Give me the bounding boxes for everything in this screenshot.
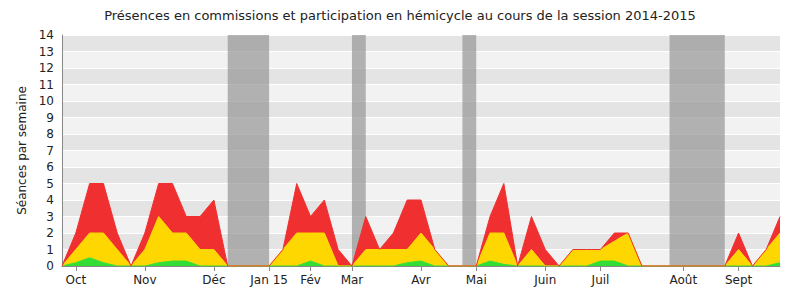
svg-text:0: 0 bbox=[46, 259, 54, 273]
svg-text:Oct: Oct bbox=[65, 273, 86, 287]
svg-text:Fév: Fév bbox=[300, 273, 321, 287]
svg-text:6: 6 bbox=[46, 160, 54, 174]
svg-text:3: 3 bbox=[46, 210, 54, 224]
svg-text:4: 4 bbox=[46, 193, 54, 207]
svg-text:Sept: Sept bbox=[725, 273, 753, 287]
svg-text:10: 10 bbox=[39, 94, 54, 108]
svg-text:Nov: Nov bbox=[133, 273, 156, 287]
svg-text:11: 11 bbox=[39, 78, 54, 92]
svg-text:7: 7 bbox=[46, 144, 54, 158]
svg-text:Août: Août bbox=[670, 273, 698, 287]
svg-text:Séances par semaine: Séances par semaine bbox=[15, 86, 29, 215]
svg-text:5: 5 bbox=[46, 177, 54, 191]
svg-text:Avr: Avr bbox=[411, 273, 431, 287]
svg-text:Mar: Mar bbox=[341, 273, 364, 287]
svg-text:8: 8 bbox=[46, 127, 54, 141]
svg-text:14: 14 bbox=[39, 28, 54, 42]
svg-text:12: 12 bbox=[39, 61, 54, 75]
svg-text:2: 2 bbox=[46, 226, 54, 240]
svg-text:Mai: Mai bbox=[466, 273, 487, 287]
svg-text:Juil: Juil bbox=[591, 273, 610, 287]
svg-text:1: 1 bbox=[46, 243, 54, 257]
svg-text:9: 9 bbox=[46, 111, 54, 125]
svg-text:Jan 15: Jan 15 bbox=[249, 273, 288, 287]
svg-text:13: 13 bbox=[39, 45, 54, 59]
svg-text:Déc: Déc bbox=[202, 273, 225, 287]
svg-text:Présences en commissions et pa: Présences en commissions et participatio… bbox=[104, 8, 696, 23]
svg-text:Juin: Juin bbox=[533, 273, 556, 287]
